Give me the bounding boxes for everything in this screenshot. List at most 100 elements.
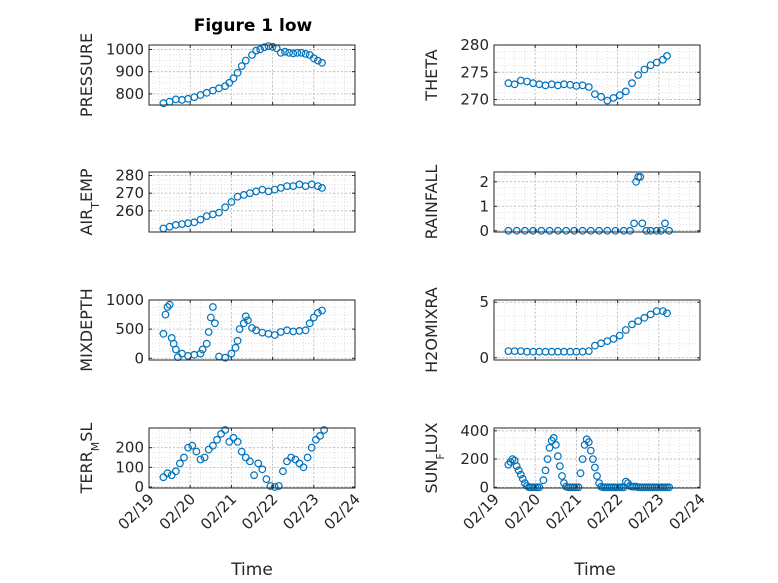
panel-4-data-point [611,226,620,235]
panel-1-data-point [309,54,318,63]
panel-1-ytick-label: 800 [115,85,144,103]
panel-1-data-point [233,68,242,77]
panel-8-ylabel-part: LUX [422,422,441,453]
panel-4-data-point [521,226,529,235]
panel-8-data-point [549,434,558,442]
panel-1-data-point [229,74,238,83]
panel-7-data-point [208,441,217,450]
panel-2-data-point [628,79,636,88]
panel-7-axes-box [148,427,356,489]
panel-4-data-point [626,226,634,235]
panel-7-data-point [217,430,226,438]
panel-8-data-point [572,483,581,492]
panel-6-data-point [621,326,630,334]
panel-8-data-point [539,476,548,485]
panel-8-data-point [518,474,527,483]
panel-7-data-point [233,437,242,446]
panel-3-ytick-label: 280 [115,167,144,185]
panel-8-data-point [508,455,517,464]
panel-8-data-point [593,472,601,480]
panel-7-data-point [266,482,275,490]
panel-2-axes-box [493,44,701,106]
panel-6-data-point [584,347,593,356]
panel-7-data-point [291,455,300,464]
panel-7-data-point [167,471,176,480]
panel-2-ytick-label: 275 [460,63,489,81]
panel-8-data-point [578,455,587,464]
panel-2-data-point [615,91,624,100]
panel-8-xtick-label: 02/19 [460,490,503,533]
panel-6-data-point [609,335,618,343]
panel-8-data-point [584,438,593,447]
panel-1-ytick-label: 1000 [106,40,144,58]
panel-5-ytick-label: 0 [134,349,144,367]
panel-7-data-point [159,473,168,482]
panel-4-data-point [665,226,673,235]
panel-8-data-point [591,463,599,472]
panel-8-data-point [514,466,523,475]
panel-7-xtick-label: 02/20 [156,490,199,533]
panel-3-data-point [215,208,223,217]
panel-8-data-point [586,446,595,455]
panel-5-data-point [163,303,172,311]
panel-7-data-point [200,453,209,462]
panel-6-data-point [615,331,624,340]
panel-3-ytick-label: 270 [115,184,144,202]
panel-5-data-point [305,319,314,328]
panel-8-data-point [541,466,550,475]
panel-4-axes-box [493,171,701,233]
panel-4-data-point [512,226,521,235]
panel-1-data-point [248,51,256,59]
panel-8-ytick-label: 200 [460,450,489,468]
panel-4-data-point [638,219,647,228]
panel-7-data-point [274,482,283,490]
panel-1-data-point [281,47,289,56]
panel-4-ylabel: RAINFALL [422,165,441,240]
panel-8-data-point [554,452,562,461]
panel-8-data-point [576,469,585,478]
panel-1-data-point [285,48,294,57]
panel-5-data-point [231,343,240,352]
panel-1-ylabel-part: PRESSURE [77,33,96,117]
panel-8-ylabel-part: SUN [422,460,441,494]
panel-8-ytick-label: 0 [479,478,489,496]
panel-5-data-point [161,310,170,319]
panel-1-ylabel: PRESSURE [77,33,96,117]
panel-5-data-point [243,316,252,325]
panel-2-data-point [510,80,519,89]
panel-7-data-point [204,445,213,454]
panel-3-data-point [196,215,205,224]
panel-3-data-point [221,203,230,212]
panel-5-data-point [159,329,168,338]
panel-1-data-point [268,42,277,51]
panel-1-ytick-label: 900 [115,63,144,81]
panel-1-data-point [241,56,250,65]
panel-4-data-point [554,226,562,235]
panel-1-data-point [314,56,322,65]
panel-8-xtick-label: 02/22 [583,490,626,533]
panel-5-data-point [309,313,318,322]
panel-7-data-point [180,453,188,462]
panel-8-xtick-label: 02/20 [501,490,544,533]
panel-7-data-point [221,426,230,434]
panel-3-ylabel-part: EMP [77,168,96,202]
panel-4-data-point [586,226,595,235]
panel-8-data-point [556,462,564,471]
panel-5-ylabel-part: MIXDEPTH [77,288,96,371]
panel-1-data-point [301,50,310,58]
panel-6-data-point [659,307,667,316]
panel-4-data-point [504,226,513,235]
panel-2-ylabel-part: THETA [422,49,441,101]
panel-6-ylabel-part: H2OMIXRA [422,287,441,373]
panel-8-data-point [551,441,560,449]
panel-5-data-point [208,303,217,311]
panel-5-data-point [301,326,310,335]
panel-7-data-point [279,467,287,476]
panel-6-data-point [628,320,636,329]
panel-2-data-point [584,83,593,91]
panel-5-ylabel: MIXDEPTH [77,288,96,371]
panel-3-ylabel-part: AIR [77,209,96,236]
x-axis-label-left: Time [230,560,273,580]
panel-8-data-point [574,483,583,492]
